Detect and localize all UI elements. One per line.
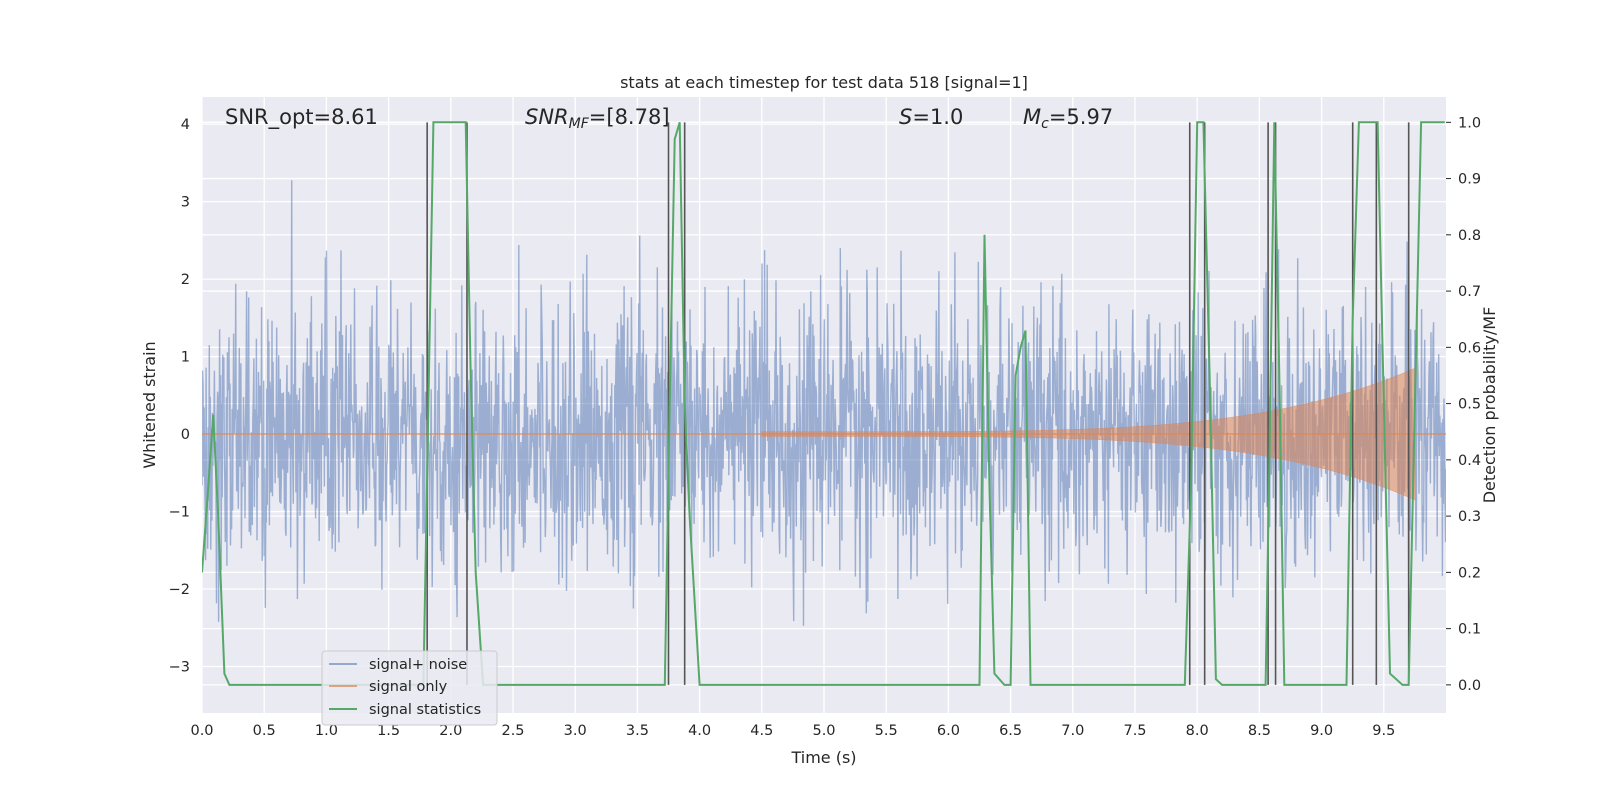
annotation-s: S=1.0 bbox=[899, 105, 963, 129]
y2-tick-label: 0.4 bbox=[1458, 453, 1481, 469]
x-tick-label: 3.0 bbox=[564, 723, 587, 739]
y2-axis-label: Detection probability/MF bbox=[1480, 307, 1499, 504]
x-tick-label: 1.0 bbox=[315, 723, 338, 739]
x-tick-label: 6.5 bbox=[999, 723, 1022, 739]
x-tick-label: 2.5 bbox=[501, 723, 524, 739]
y-tick-label: −1 bbox=[169, 505, 190, 521]
x-tick-label: 2.0 bbox=[439, 723, 462, 739]
y2-tick-labels: 0.0 0.1 0.2 0.3 0.4 0.5 0.6 0.7 0.8 0.9 1.0 bbox=[1446, 115, 1481, 694]
x-axis-label: Time (s) bbox=[790, 748, 856, 767]
y2-tick-label: 0.0 bbox=[1458, 678, 1481, 694]
y2-tick-label: 0.9 bbox=[1458, 172, 1481, 188]
y2-tick-label: 0.3 bbox=[1458, 509, 1481, 525]
y-tick-label: 2 bbox=[181, 272, 190, 288]
x-tick-labels: 0.0 0.5 1.0 1.5 2.0 2.5 3.0 3.5 4.0 4.5 5.0 5.5 6.0 6… bbox=[190, 723, 1395, 739]
annotation-snr-mf-label: SNR bbox=[525, 105, 569, 129]
x-tick-label: 1.5 bbox=[377, 723, 400, 739]
y2-tick-label: 0.5 bbox=[1458, 397, 1481, 413]
x-tick-label: 8.5 bbox=[1248, 723, 1271, 739]
chart-title: stats at each timestep for test data 518… bbox=[620, 73, 1028, 92]
x-tick-label: 7.5 bbox=[1123, 723, 1146, 739]
y2-tick-label: 0.1 bbox=[1458, 622, 1481, 638]
x-tick-label: 8.0 bbox=[1186, 723, 1209, 739]
y-tick-label: 4 bbox=[181, 117, 190, 133]
annotation-snr-mf-value: =[8.78] bbox=[589, 105, 670, 129]
y-tick-label: 1 bbox=[181, 350, 190, 366]
annotation-s-value: =1.0 bbox=[912, 105, 963, 129]
x-tick-label: 0.0 bbox=[190, 723, 213, 739]
legend-box bbox=[321, 650, 498, 726]
annotation-snr-opt: SNR_opt=8.61 bbox=[225, 105, 378, 130]
x-tick-label: 7.0 bbox=[1061, 723, 1084, 739]
annotation-snr-mf: SNRMF=[8.78] bbox=[525, 105, 670, 132]
legend-label-signal-plus-noise: signal+ noise bbox=[369, 657, 467, 673]
annotation-mc-subscript: c bbox=[1041, 116, 1049, 132]
x-tick-label: 5.0 bbox=[812, 723, 835, 739]
annotation-snr-mf-subscript: MF bbox=[569, 116, 590, 132]
x-tick-label: 6.0 bbox=[937, 723, 960, 739]
legend-label-signal-statistics: signal statistics bbox=[369, 702, 481, 718]
y-tick-labels: −3 −2 −1 0 1 2 3 4 bbox=[169, 117, 190, 675]
x-tick-label: 5.5 bbox=[875, 723, 898, 739]
y-tick-label: −2 bbox=[169, 582, 190, 598]
x-tick-label: 0.5 bbox=[253, 723, 276, 739]
y2-tick-label: 0.6 bbox=[1458, 340, 1481, 356]
series-signal-statistics bbox=[202, 121, 1445, 686]
x-tick-label: 4.0 bbox=[688, 723, 711, 739]
y-tick-label: −3 bbox=[169, 660, 190, 676]
y2-tick-label: 0.2 bbox=[1458, 565, 1481, 581]
y-axis-label: Whitened strain bbox=[140, 341, 159, 468]
x-tick-label: 3.5 bbox=[626, 723, 649, 739]
x-tick-label: 9.0 bbox=[1310, 723, 1333, 739]
legend: signal+ noise signal only signal statist… bbox=[321, 650, 498, 726]
x-tick-label: 9.5 bbox=[1372, 723, 1395, 739]
annotation-mc: Mc=5.97 bbox=[1023, 105, 1113, 132]
y-tick-label: 0 bbox=[181, 427, 190, 443]
x-tick-label: 4.5 bbox=[750, 723, 773, 739]
annotation-mc-value: =5.97 bbox=[1049, 105, 1113, 129]
y2-tick-label: 0.7 bbox=[1458, 284, 1481, 300]
annotation-s-label: S bbox=[899, 105, 912, 129]
y-tick-label: 3 bbox=[181, 195, 190, 211]
y2-tick-label: 0.8 bbox=[1458, 228, 1481, 244]
y2-tick-label: 1.0 bbox=[1458, 115, 1481, 131]
legend-label-signal-only: signal only bbox=[369, 679, 448, 695]
annotation-mc-label: M bbox=[1023, 105, 1041, 129]
